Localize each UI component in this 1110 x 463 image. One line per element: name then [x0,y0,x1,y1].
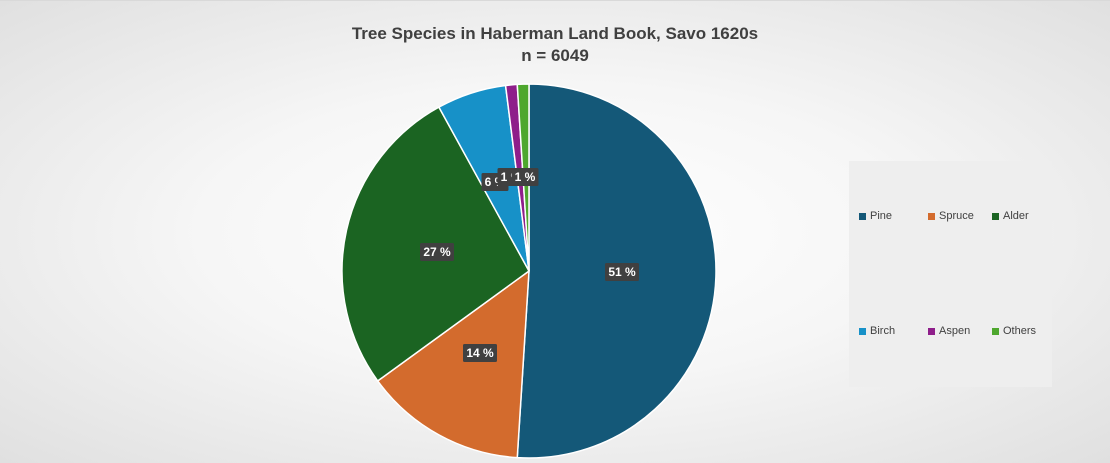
data-label-text: 27 % [423,245,451,259]
legend-label-aspen: Aspen [939,325,971,337]
data-label-pine: 51 % [605,263,639,281]
legend-swatch-spruce [928,212,935,220]
legend-item-spruce: Spruce [928,210,974,222]
data-label-box [605,263,639,281]
legend-label-alder: Alder [1003,210,1029,222]
data-label-text: 14 % [466,346,494,360]
data-label-box [511,168,539,186]
legend: Pine Spruce Alder Birch Aspen Others [849,161,1052,387]
legend-swatch-pine [859,212,866,220]
legend-swatch-others [992,327,999,335]
data-label-text: 1 % [515,170,536,184]
legend-item-others: Others [992,325,1036,337]
data-label-spruce: 14 % [463,344,497,362]
chart-title-block: Tree Species in Haberman Land Book, Savo… [0,23,1110,67]
data-label-box [420,243,454,261]
data-label-text: 51 % [608,265,636,279]
legend-swatch-aspen [928,327,935,335]
legend-item-pine: Pine [859,210,892,222]
data-label-alder: 27 % [420,243,454,261]
legend-swatch-birch [859,327,866,335]
legend-item-aspen: Aspen [928,325,970,337]
chart-subtitle: n = 6049 [521,46,589,65]
legend-label-spruce: Spruce [939,210,974,222]
legend-label-birch: Birch [870,325,896,337]
legend-item-alder: Alder [992,210,1029,222]
legend-label-others: Others [1003,325,1037,337]
legend-swatch-alder [992,212,999,220]
data-label-box [463,344,497,362]
data-label-others: 1 % [511,168,539,186]
legend-item-birch: Birch [859,325,895,337]
pie-slice-spruce [376,269,530,459]
chart-title: Tree Species in Haberman Land Book, Savo… [351,24,759,43]
legend-label-pine: Pine [870,210,893,222]
